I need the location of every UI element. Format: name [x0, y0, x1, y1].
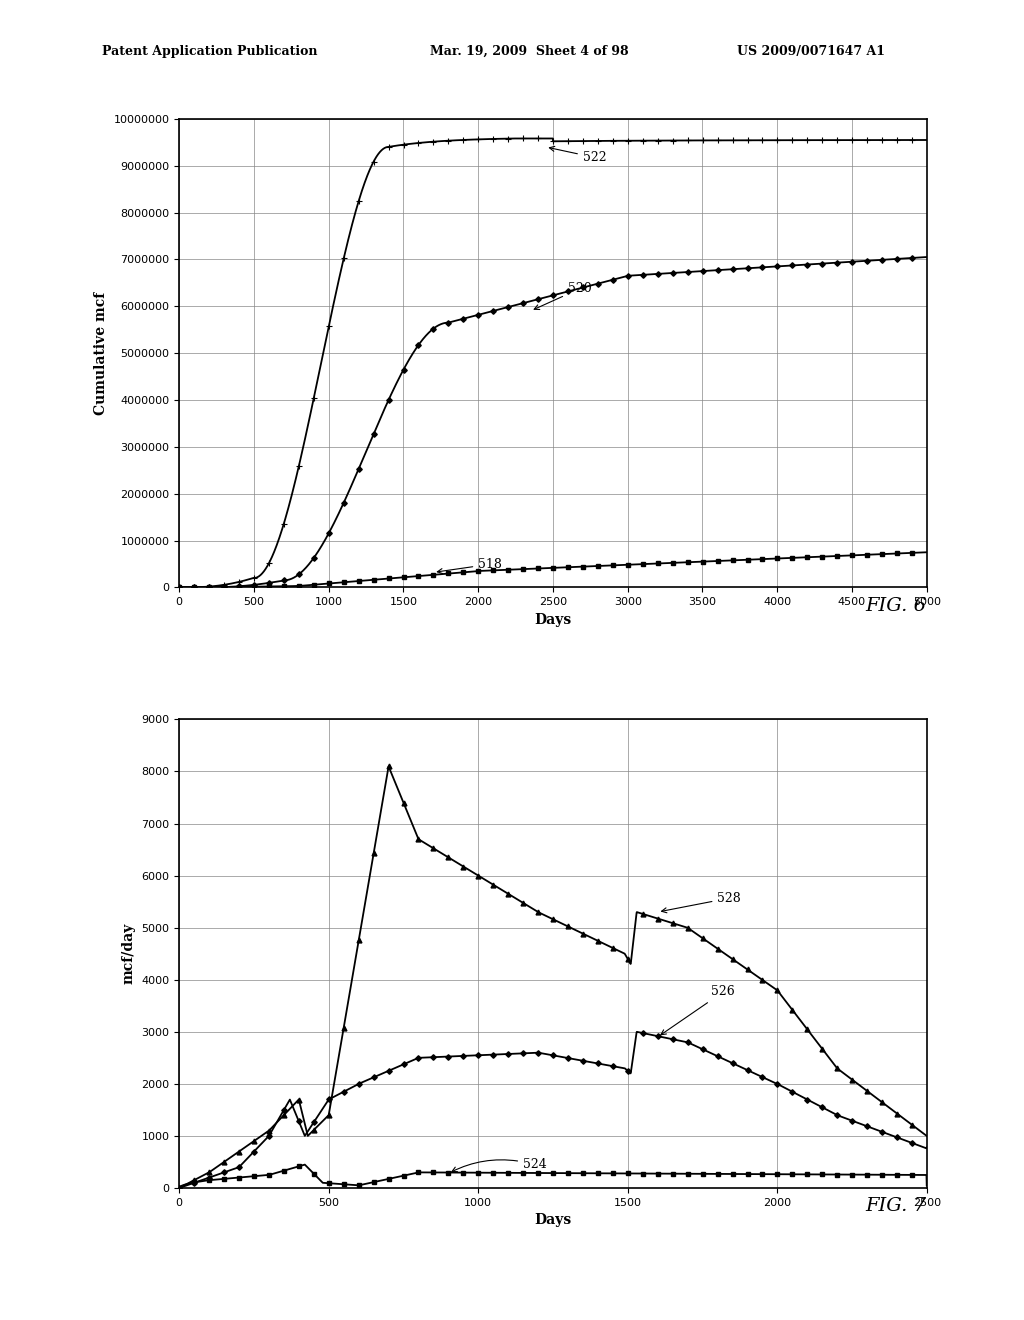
X-axis label: Days: Days [535, 1213, 571, 1228]
Text: 520: 520 [535, 282, 592, 309]
Y-axis label: mcf/day: mcf/day [122, 923, 136, 985]
Text: 524: 524 [452, 1158, 547, 1172]
Text: Mar. 19, 2009  Sheet 4 of 98: Mar. 19, 2009 Sheet 4 of 98 [430, 45, 629, 58]
Text: 518: 518 [437, 558, 502, 574]
Text: FIG. 7: FIG. 7 [865, 1197, 927, 1216]
Text: 528: 528 [662, 891, 741, 913]
X-axis label: Days: Days [535, 612, 571, 627]
Text: 526: 526 [660, 985, 735, 1035]
Y-axis label: Cumulative mcf: Cumulative mcf [94, 292, 108, 414]
Text: US 2009/0071647 A1: US 2009/0071647 A1 [737, 45, 886, 58]
Text: Patent Application Publication: Patent Application Publication [102, 45, 317, 58]
Text: 522: 522 [550, 147, 606, 164]
Text: FIG. 6: FIG. 6 [865, 597, 927, 615]
